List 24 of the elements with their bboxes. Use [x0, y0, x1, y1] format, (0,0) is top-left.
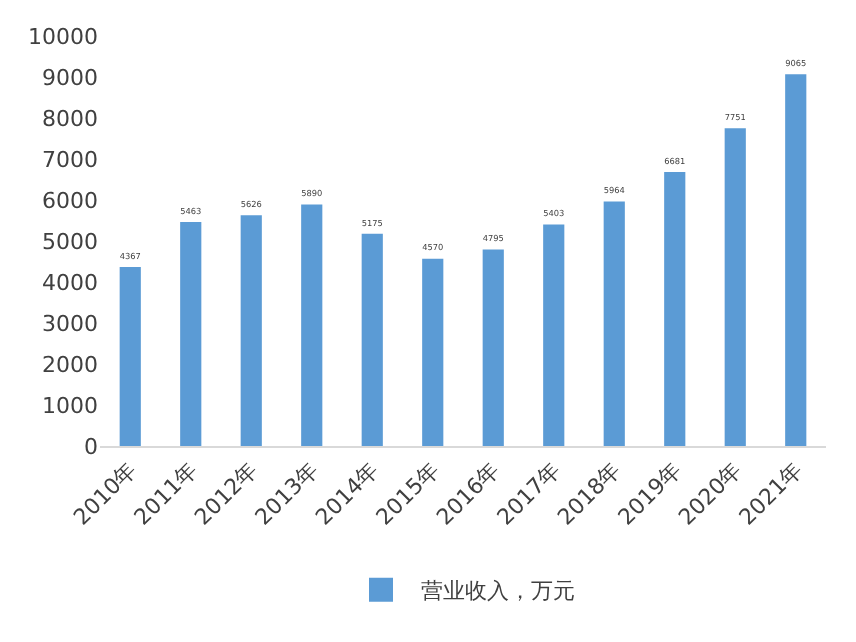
bar: [543, 224, 565, 446]
bar: [301, 204, 323, 446]
y-tick-label: 8000: [42, 105, 98, 132]
bar: [785, 74, 807, 446]
y-tick-label: 7000: [42, 146, 98, 173]
y-tick-label: 6000: [42, 187, 98, 214]
y-tick-label: 0: [84, 433, 98, 460]
y-tick-label: 3000: [42, 310, 98, 337]
bar: [361, 233, 383, 446]
y-tick-label: 10000: [28, 23, 98, 50]
bar: [482, 249, 504, 446]
y-tick-label: 1000: [42, 392, 98, 419]
bar: [724, 128, 746, 446]
bar: [180, 222, 202, 446]
bar: [603, 201, 625, 446]
y-tick-label: 4000: [42, 269, 98, 296]
bar: [664, 172, 686, 446]
bar: [240, 215, 262, 446]
y-tick-label: 2000: [42, 351, 98, 378]
y-tick-label: 9000: [42, 64, 98, 91]
y-tick-label: 5000: [42, 228, 98, 255]
bar: [422, 258, 444, 446]
legend-label: 营业收入，万元: [421, 578, 575, 605]
bar: [119, 266, 141, 446]
